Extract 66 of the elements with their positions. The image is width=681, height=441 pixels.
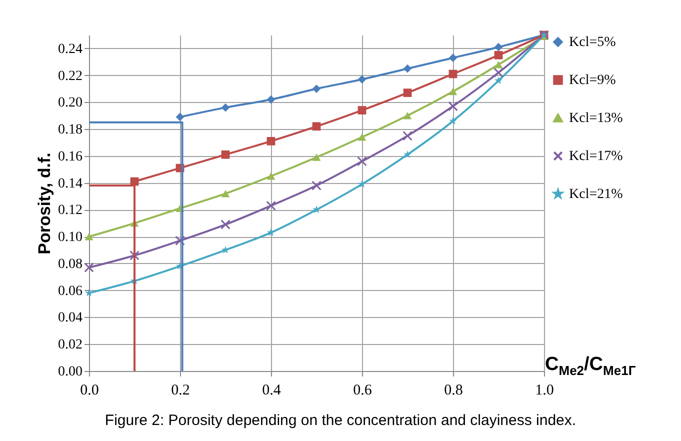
point (84, 262, 94, 272)
x-tick-label: 0.0 (80, 382, 99, 398)
legend-label: Kcl=17% (569, 149, 624, 164)
point (220, 220, 230, 230)
y-tick-label: 0.12 (58, 203, 82, 218)
x-tick-label: 0.2 (171, 382, 190, 398)
y-tick-label: 0.00 (58, 364, 82, 380)
point (358, 75, 366, 84)
x-tick-label: 0.4 (262, 382, 282, 398)
y-tick-label: 0.20 (58, 96, 82, 111)
point (221, 150, 230, 159)
point (312, 206, 320, 214)
y-tick-label: 0.06 (58, 284, 82, 299)
point (494, 68, 504, 78)
point (449, 116, 457, 124)
y-tick-label: 0.18 (58, 122, 82, 138)
y-tick-label: 0.04 (58, 310, 82, 326)
y-tick-label: 0.08 (58, 256, 82, 272)
legend-label: Kcl=13% (569, 111, 624, 126)
x-tick-label: 1.0 (535, 382, 554, 398)
point (175, 236, 185, 246)
point (403, 88, 412, 97)
point (266, 200, 276, 211)
point (494, 76, 502, 84)
point (403, 64, 412, 73)
point (358, 106, 366, 114)
point (448, 54, 458, 62)
point (448, 88, 458, 96)
y-tick-label: 0.02 (58, 338, 82, 353)
point (267, 228, 275, 236)
point (402, 130, 412, 141)
point (494, 42, 503, 52)
point (312, 154, 321, 161)
point (358, 180, 366, 188)
point (130, 250, 140, 260)
point (403, 112, 412, 120)
point (266, 136, 276, 146)
point (494, 50, 503, 60)
y-tick-label: 0.16 (58, 149, 82, 164)
point (357, 156, 367, 166)
point (221, 190, 230, 198)
y-tick-label: 0.22 (58, 68, 82, 84)
point (312, 180, 322, 190)
point (176, 112, 184, 122)
point (494, 60, 503, 68)
point (221, 103, 230, 112)
point (448, 101, 458, 112)
y-tick-label: 0.14 (58, 176, 82, 192)
point (358, 134, 366, 141)
point (266, 95, 276, 104)
x-tick-label: 0.6 (353, 382, 372, 398)
x-axis-title: C$_{Me2}$/C$_{Me1Г}$ (545, 354, 636, 378)
legend-label: Kcl=9% (569, 73, 616, 88)
y-tick-label: 0.10 (58, 230, 82, 246)
x-tick-label: 0.8 (444, 382, 463, 398)
point (312, 84, 321, 93)
point (448, 70, 458, 78)
point (266, 172, 276, 180)
legend-label: Kcl=21% (569, 187, 624, 202)
point (404, 150, 412, 158)
text: Figure 2: Porosity depending on the concentration and clayiness index. (104, 412, 578, 429)
point (312, 122, 321, 131)
point (84, 232, 94, 240)
y-tick-label: 0.24 (58, 42, 82, 57)
y-axis-title: Porosity, d.f. (35, 152, 54, 254)
legend-label: Kcl=5% (569, 35, 616, 50)
